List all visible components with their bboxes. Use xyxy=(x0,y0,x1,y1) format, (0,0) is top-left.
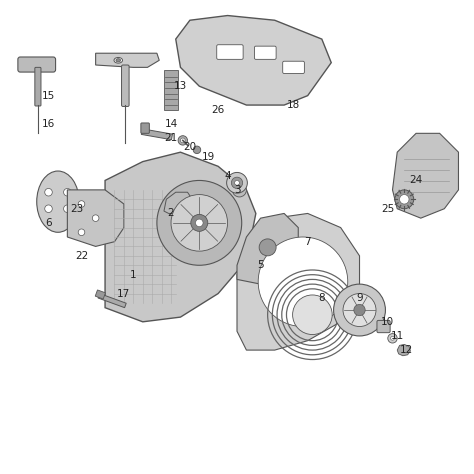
Text: 14: 14 xyxy=(164,119,178,129)
Polygon shape xyxy=(164,192,192,213)
FancyBboxPatch shape xyxy=(164,70,178,110)
Polygon shape xyxy=(397,345,410,356)
Text: 25: 25 xyxy=(381,204,394,214)
FancyBboxPatch shape xyxy=(283,61,304,73)
Circle shape xyxy=(354,304,365,316)
Circle shape xyxy=(45,189,52,196)
Circle shape xyxy=(64,205,71,212)
Circle shape xyxy=(45,205,52,212)
Polygon shape xyxy=(98,293,126,308)
Circle shape xyxy=(178,136,188,145)
Circle shape xyxy=(181,138,185,143)
Ellipse shape xyxy=(36,171,79,232)
Polygon shape xyxy=(141,129,173,140)
Circle shape xyxy=(259,239,276,256)
Circle shape xyxy=(64,189,71,196)
Ellipse shape xyxy=(114,57,122,63)
Text: 9: 9 xyxy=(356,293,363,303)
Text: 11: 11 xyxy=(391,331,404,341)
Text: 17: 17 xyxy=(117,289,130,299)
Circle shape xyxy=(157,181,242,265)
Circle shape xyxy=(231,177,243,189)
Circle shape xyxy=(388,334,397,343)
Polygon shape xyxy=(176,16,331,105)
Text: 8: 8 xyxy=(319,293,325,303)
Polygon shape xyxy=(96,53,159,67)
Polygon shape xyxy=(392,133,458,218)
Circle shape xyxy=(78,201,85,207)
Circle shape xyxy=(292,295,332,335)
Circle shape xyxy=(258,237,348,327)
Text: 5: 5 xyxy=(257,260,264,270)
Circle shape xyxy=(193,146,201,154)
FancyBboxPatch shape xyxy=(121,65,129,107)
Ellipse shape xyxy=(116,59,120,62)
Text: 3: 3 xyxy=(234,185,240,195)
Circle shape xyxy=(227,173,247,193)
Text: 10: 10 xyxy=(381,317,394,327)
Text: 26: 26 xyxy=(211,105,225,115)
Polygon shape xyxy=(95,290,105,299)
Polygon shape xyxy=(105,152,256,322)
Circle shape xyxy=(78,229,85,236)
Polygon shape xyxy=(67,190,124,246)
Circle shape xyxy=(196,219,203,227)
Circle shape xyxy=(343,293,376,327)
Text: 4: 4 xyxy=(224,171,231,181)
FancyBboxPatch shape xyxy=(141,123,149,133)
Text: 2: 2 xyxy=(168,209,174,219)
Polygon shape xyxy=(237,213,359,350)
Circle shape xyxy=(391,337,394,340)
Circle shape xyxy=(235,181,239,185)
Text: 16: 16 xyxy=(42,119,55,129)
Text: 22: 22 xyxy=(75,251,88,261)
Circle shape xyxy=(191,214,208,231)
Text: 23: 23 xyxy=(70,204,83,214)
Text: 24: 24 xyxy=(410,175,423,185)
Text: 13: 13 xyxy=(174,81,187,91)
Circle shape xyxy=(400,195,409,204)
Text: 12: 12 xyxy=(400,345,413,355)
Text: 15: 15 xyxy=(42,91,55,100)
FancyBboxPatch shape xyxy=(217,45,243,59)
Text: 1: 1 xyxy=(130,270,137,280)
FancyBboxPatch shape xyxy=(255,46,276,59)
Text: 7: 7 xyxy=(304,237,311,246)
Circle shape xyxy=(232,183,246,197)
Circle shape xyxy=(395,190,414,209)
Text: 18: 18 xyxy=(287,100,300,110)
Polygon shape xyxy=(237,213,298,284)
Circle shape xyxy=(92,215,99,221)
Text: 20: 20 xyxy=(183,143,196,153)
FancyBboxPatch shape xyxy=(377,320,390,333)
Circle shape xyxy=(334,284,385,336)
Text: 19: 19 xyxy=(202,152,215,162)
FancyBboxPatch shape xyxy=(35,67,41,106)
FancyBboxPatch shape xyxy=(18,57,55,72)
Circle shape xyxy=(171,195,228,251)
Text: 6: 6 xyxy=(45,218,52,228)
Text: 21: 21 xyxy=(164,133,178,143)
